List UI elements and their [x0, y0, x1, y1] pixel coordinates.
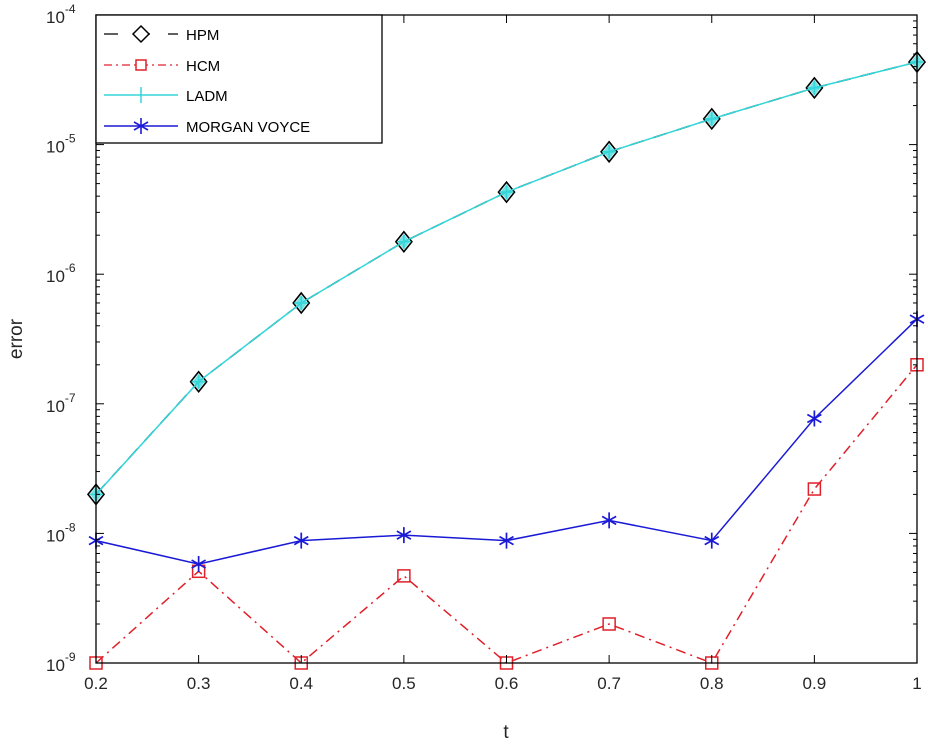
y-axis-title: error [6, 318, 27, 359]
x-tick-label: 0.5 [392, 674, 416, 693]
x-tick-label: 0.3 [187, 674, 211, 693]
asterisk-marker-icon [499, 532, 514, 549]
x-tick-label: 0.6 [495, 674, 519, 693]
asterisk-marker-icon [133, 118, 149, 134]
x-tick-label: 0.2 [84, 674, 108, 693]
series-hcm [89, 358, 924, 670]
y-tick-label: 10-8 [46, 520, 76, 545]
diamond-marker-icon [497, 180, 516, 204]
asterisk-marker-icon [601, 512, 617, 529]
diamond-marker-icon [131, 24, 151, 44]
series-morgan-voyce [88, 311, 925, 573]
plot-area [86, 50, 927, 670]
x-tick-label: 0.4 [289, 674, 313, 693]
y-tick-label: 10-5 [46, 132, 76, 157]
legend-label: LADM [186, 88, 228, 105]
x-axis-title: t [503, 722, 509, 743]
y-tick-label: 10-4 [46, 2, 76, 27]
y-tick-label: 10-9 [46, 650, 76, 675]
asterisk-marker-icon [704, 532, 720, 549]
legend-item-hpm: HPM [104, 24, 219, 44]
y-tick-label: 10-6 [46, 261, 76, 286]
x-tick-label: 0.8 [700, 674, 724, 693]
square-marker-icon [397, 569, 411, 583]
square-marker-icon [135, 59, 147, 71]
y-tick-label: 10-7 [46, 391, 76, 416]
legend-label: HCM [186, 58, 220, 75]
asterisk-marker-icon [806, 410, 822, 427]
square-marker-icon [602, 617, 616, 631]
x-tick-label: 1 [912, 674, 921, 693]
x-tick-label: 0.9 [803, 674, 827, 693]
legend-label: HPM [186, 27, 219, 44]
x-tick-label: 0.7 [597, 674, 621, 693]
square-marker-icon [807, 482, 822, 496]
diamond-marker-icon [805, 76, 824, 100]
diamond-marker-icon [600, 140, 619, 164]
diamond-marker-icon [702, 107, 721, 131]
legend-item-morgan-voyce: MORGAN VOYCE [104, 118, 310, 136]
legend: HPM HCM LADM MORGAN VOYCE [95, 14, 383, 144]
legend-label: MORGAN VOYCE [186, 119, 310, 136]
legend-item-ladm: LADM [104, 87, 228, 105]
asterisk-marker-icon [191, 556, 207, 573]
asterisk-marker-icon [293, 532, 309, 549]
legend-item-hcm: HCM [104, 58, 220, 75]
asterisk-marker-icon [396, 527, 412, 544]
